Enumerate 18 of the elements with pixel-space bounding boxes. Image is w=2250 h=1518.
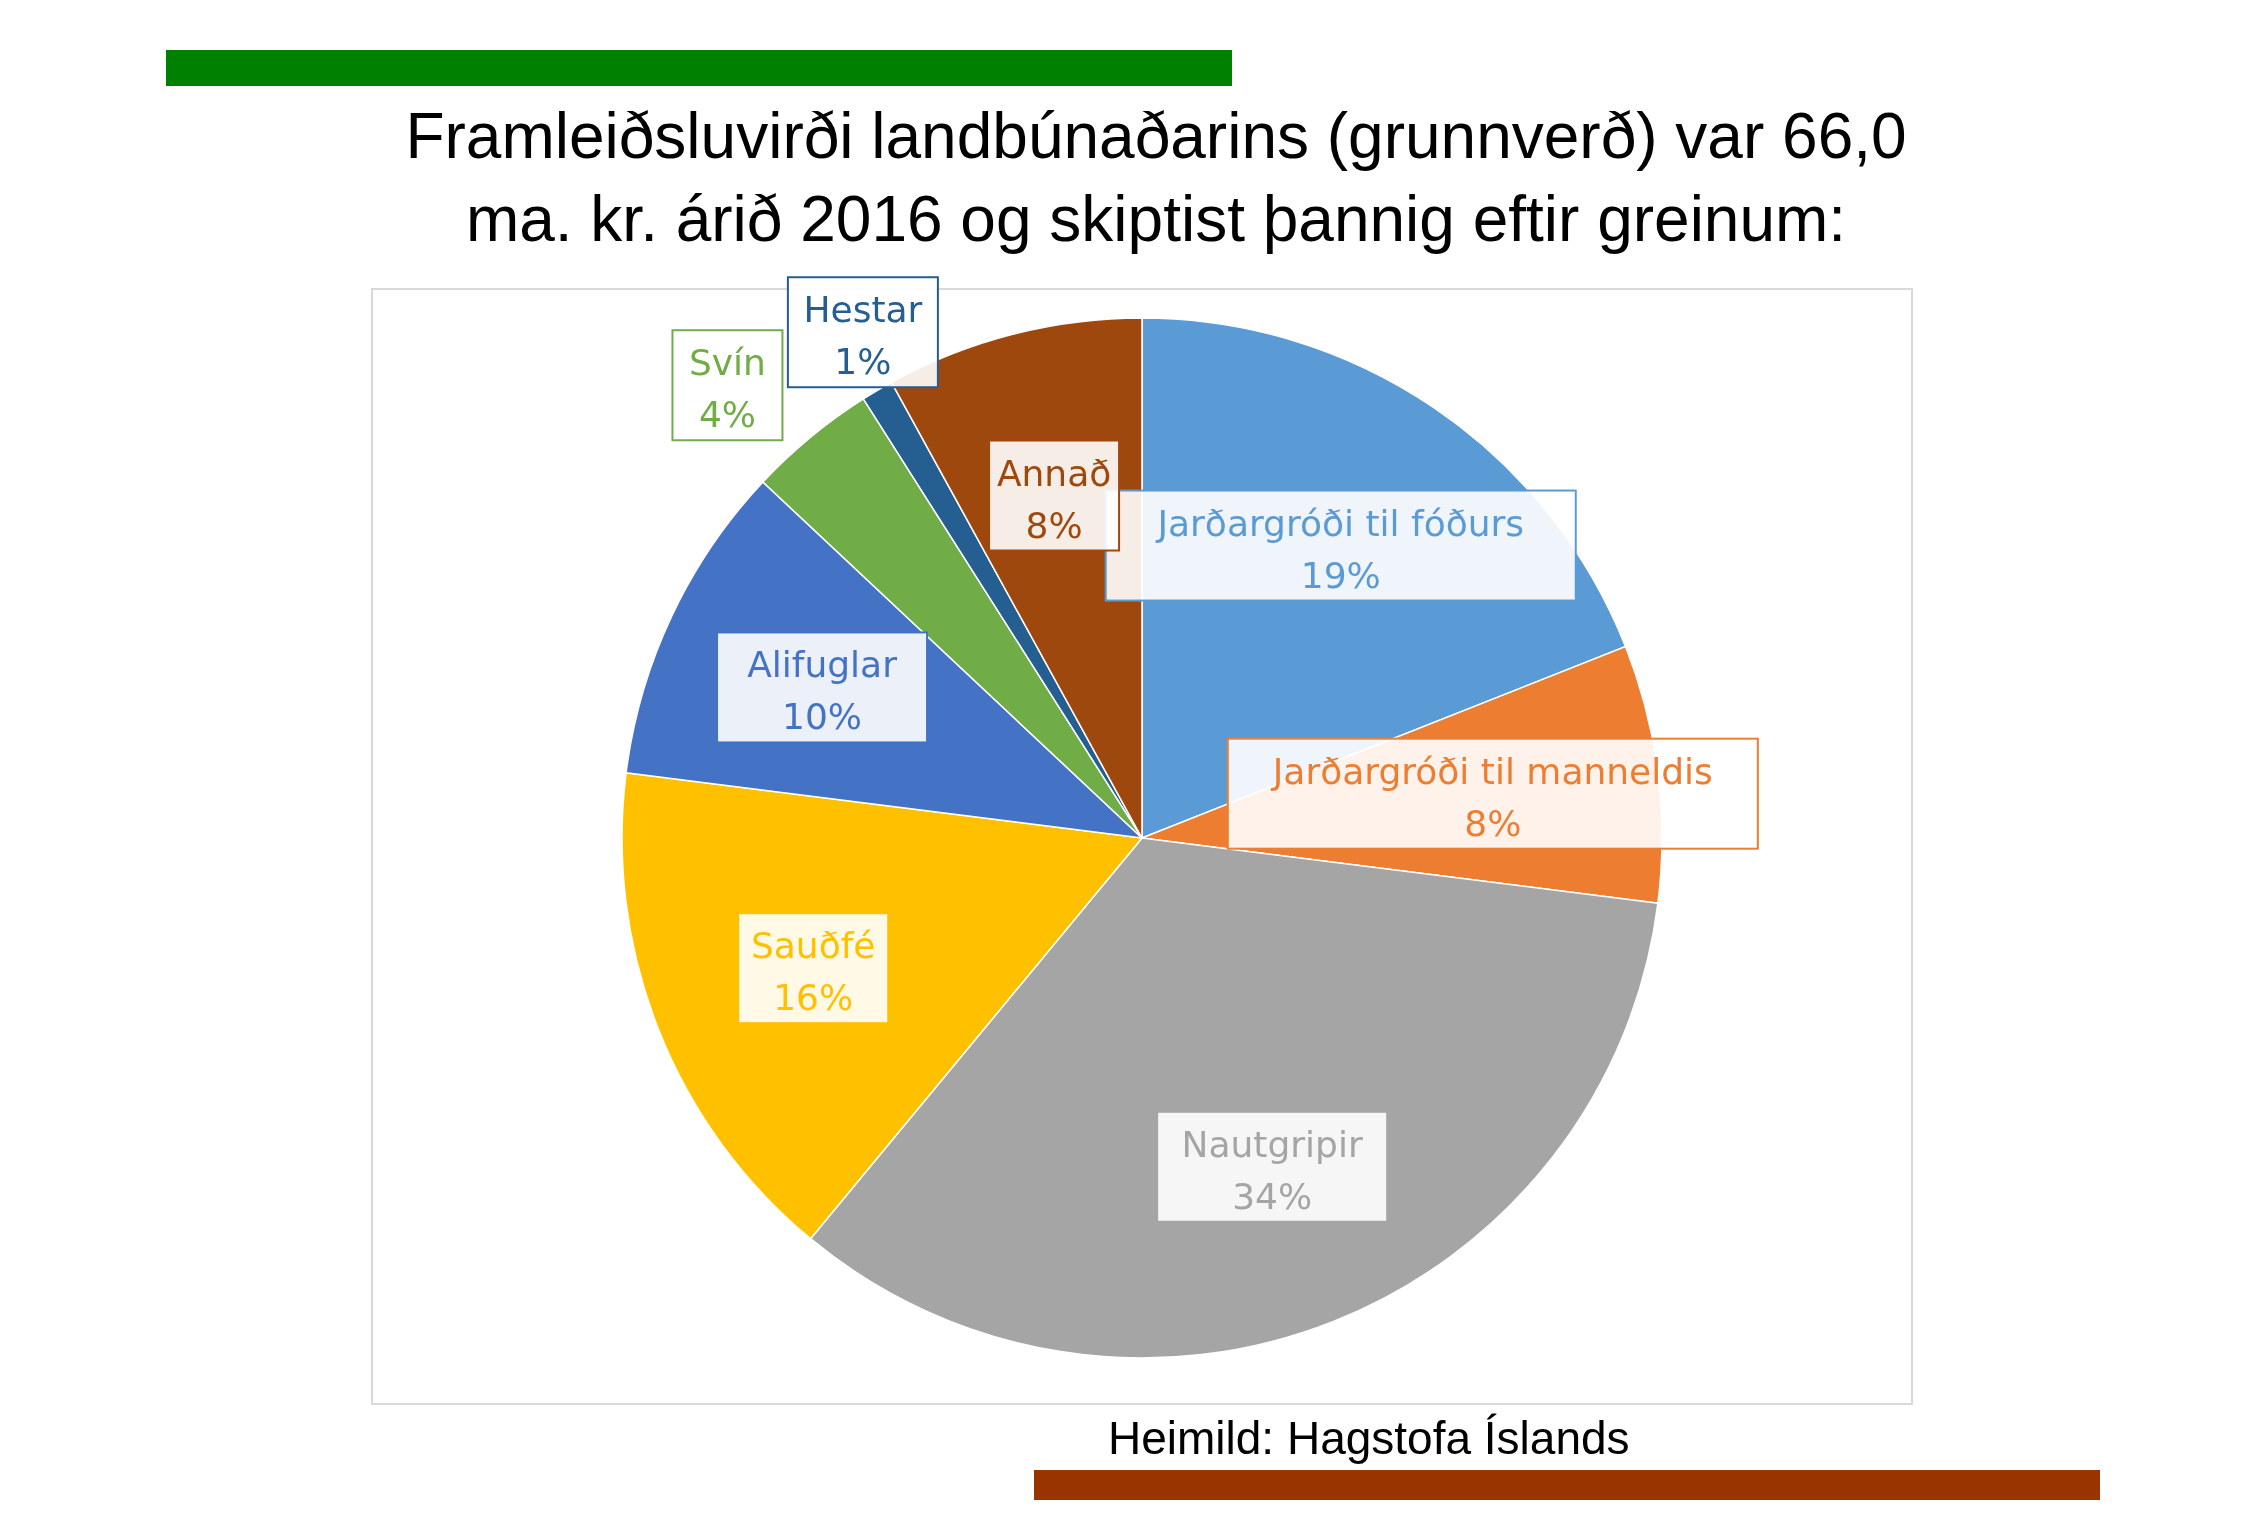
data-label: 34% <box>1232 1175 1313 1217</box>
data-label: 16% <box>773 977 854 1019</box>
data-label: 10% <box>782 696 863 738</box>
data-label: 1% <box>834 341 892 383</box>
data-label: 4% <box>698 394 757 436</box>
slice-label: Alifuglar <box>747 644 898 686</box>
slice-label: Nautgripir <box>1181 1123 1363 1165</box>
text: Heimild: Hagstofa Íslands <box>1108 1412 1630 1464</box>
slice-label: Sauðfé <box>750 925 876 967</box>
data-label: 8% <box>1464 802 1522 844</box>
data-label: 19% <box>1300 554 1381 596</box>
slice-label: Annað <box>996 452 1112 494</box>
data-label: 8% <box>1025 504 1083 546</box>
slice-label: Hestar <box>803 289 923 331</box>
chart-title: Framleiðsluvirði landbúnaðarins (grunnverð) var 66,0 ma. kr. árið 2016 og skiptist þannig eftir greinum: <box>405 100 1907 256</box>
slice-label: Jarðargróði til manneldis <box>1270 750 1713 792</box>
slice-label: Jarðargróði til fóðurs <box>1155 502 1525 544</box>
slice-label: Svín <box>688 342 766 384</box>
